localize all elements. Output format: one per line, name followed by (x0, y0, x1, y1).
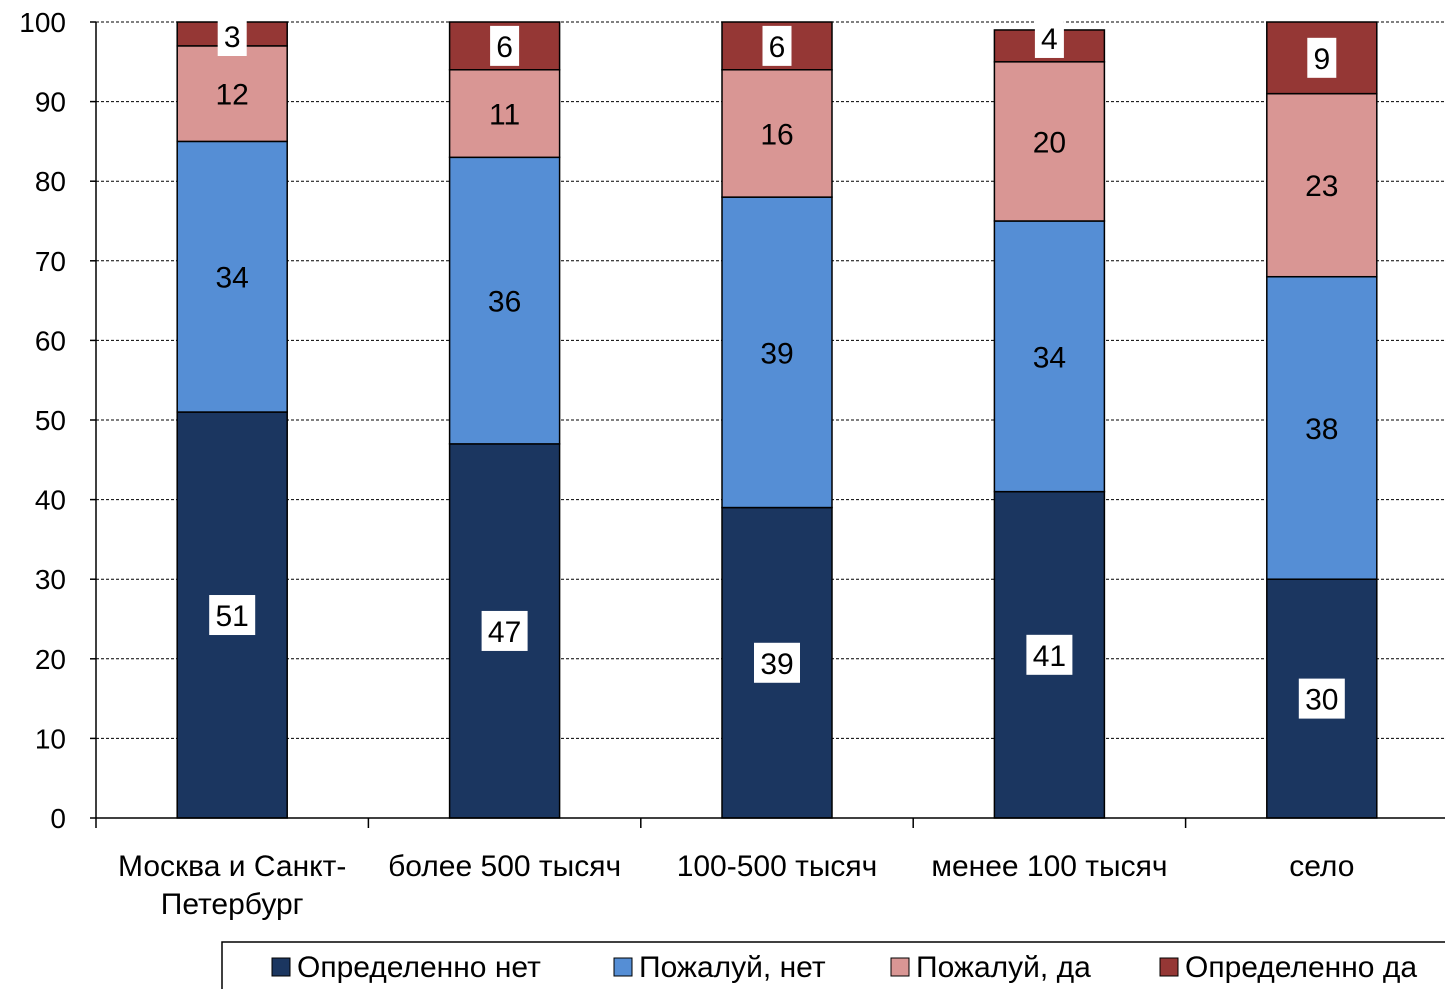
bar-segment (993, 220, 1106, 493)
data-label: 30 (1305, 684, 1338, 717)
data-label: 39 (760, 337, 793, 370)
axes: 0 10 20 30 40 50 60 70 80 90 100 Москва и Санкт- Пет… (19, 7, 1445, 921)
data-label-box (754, 642, 800, 683)
bar-segment (448, 156, 561, 445)
data-label: 6 (769, 31, 786, 64)
legend-label: Пожалуй, да (916, 951, 1091, 984)
data-labels: 51 34 12 3 47 36 11 6 39 39 16 6 41 34 20 4 30 38 23 9 (209, 16, 1345, 719)
data-label: 34 (216, 262, 249, 295)
x-category-label: более 500 тысяч (388, 850, 621, 883)
legend-swatch (613, 957, 633, 977)
data-label: 16 (760, 118, 793, 151)
data-label-box (1026, 634, 1073, 675)
data-label-box (1307, 37, 1337, 78)
data-label: 4 (1041, 23, 1058, 56)
bar-segment (1266, 275, 1378, 580)
data-label-box (490, 25, 520, 66)
y-tick-label: 30 (35, 564, 66, 595)
y-tick-label: 60 (35, 325, 66, 356)
legend-label: Определенно да (1185, 951, 1417, 984)
y-tick-label: 80 (35, 166, 66, 197)
data-label-box (1298, 678, 1345, 719)
y-tick-label: 40 (35, 485, 66, 516)
data-label-box (209, 595, 256, 636)
data-label-box (217, 16, 247, 56)
bar-stack (1266, 21, 1378, 819)
data-label: 51 (216, 600, 249, 633)
legend-label: Пожалуй, нет (639, 951, 826, 984)
y-tick-label: 0 (50, 803, 66, 834)
y-tick-label: 20 (35, 644, 66, 675)
data-label: 34 (1033, 341, 1066, 374)
data-label: 23 (1305, 170, 1338, 203)
data-label: 47 (488, 616, 521, 649)
legend-swatch (271, 957, 291, 977)
data-label: 36 (488, 286, 521, 319)
bar-segment (176, 140, 288, 413)
legend-box (221, 941, 1445, 989)
bar-segment (448, 69, 561, 159)
data-label: 20 (1033, 126, 1066, 159)
data-label: 12 (216, 79, 249, 112)
legend-label: Определенно нет (297, 951, 541, 984)
x-category-label: менее 100 тысяч (931, 850, 1167, 883)
y-tick-label: 100 (19, 7, 66, 38)
data-label: 38 (1305, 413, 1338, 446)
x-category-label: 100-500 тысяч (677, 850, 878, 883)
bar-segment (1266, 92, 1378, 278)
x-category-label: село (1289, 850, 1354, 883)
y-tick-label: 10 (35, 723, 66, 754)
bar-stack (448, 21, 561, 819)
data-label-box (1034, 17, 1064, 58)
x-category-label: Москва и Санкт- (118, 850, 346, 883)
data-label-box (762, 25, 792, 66)
data-label: 39 (760, 648, 793, 681)
legend-swatch (1159, 957, 1179, 977)
y-tick-label: 50 (35, 405, 66, 436)
legend: Определенно нет Пожалуй, нет Пожалуй, да Оп… (221, 941, 1445, 989)
legend-swatch (890, 957, 910, 977)
data-label-box (481, 610, 528, 651)
x-category-label: Петербург (161, 888, 304, 921)
bar-segment (993, 61, 1106, 222)
data-label: 11 (489, 99, 520, 132)
bar-stack (176, 21, 288, 819)
bar-segment (721, 196, 833, 509)
y-tick-label: 70 (35, 246, 66, 277)
data-label: 6 (496, 31, 513, 64)
data-label: 3 (224, 21, 241, 54)
y-tick-label: 90 (35, 87, 66, 118)
data-label: 41 (1033, 640, 1066, 673)
data-label: 9 (1313, 43, 1330, 76)
